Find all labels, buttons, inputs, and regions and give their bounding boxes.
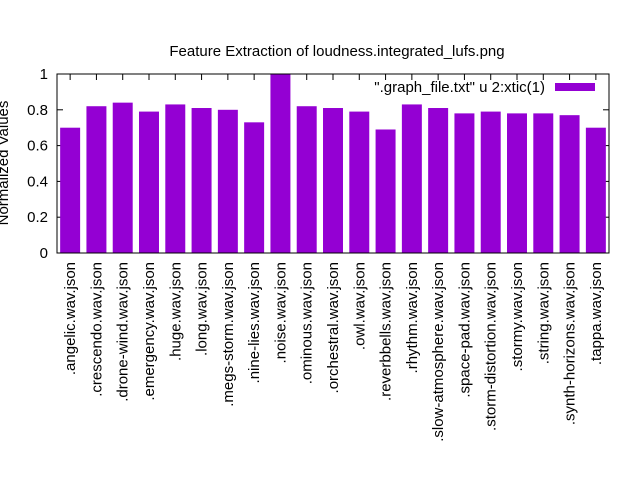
bar (480, 111, 501, 253)
x-tick-label: .megs-storm.wav.json (220, 262, 237, 407)
x-tick-label: .angelic.wav.json (62, 262, 79, 375)
y-tick-label: 0.4 (27, 173, 48, 190)
axis-ticks: 0 0.2 0.4 0.6 0.8 1 .angelic.wav.json .crescend… (27, 66, 609, 442)
x-tick-label: .long.wav.json (194, 262, 211, 356)
bar (428, 108, 449, 253)
x-tick-label: .emergency.wav.json (141, 262, 158, 401)
x-tick-label: .storm-distortion.wav.json (483, 262, 500, 431)
x-tick-label: .space-pad.wav.json (456, 262, 473, 398)
bar (323, 108, 343, 253)
chart-title: Feature Extraction of loudness.integrate… (169, 43, 504, 60)
bar (585, 127, 606, 253)
x-tick-label: .synth-horizons.wav.json (562, 262, 579, 425)
bar (375, 129, 396, 253)
legend-swatch (555, 83, 595, 91)
x-tick-label: .rhythm.wav.json (404, 262, 421, 373)
plot-frame (56, 73, 610, 254)
y-axis-label: Normalized Values (0, 101, 12, 226)
bars (60, 74, 606, 254)
legend: ".graph_file.txt" u 2:xtic(1) (374, 79, 595, 96)
bar (533, 113, 554, 253)
bar (507, 113, 527, 253)
bar (60, 127, 81, 253)
x-tick-label: .crescendo.wav.json (88, 262, 105, 397)
y-tick-label: 0.2 (27, 209, 48, 226)
bar (454, 113, 475, 253)
bar (559, 115, 580, 253)
legend-label: ".graph_file.txt" u 2:xtic(1) (374, 79, 545, 96)
x-tick-label: .noise.wav.json (272, 262, 289, 363)
x-tick-label: .owl.wav.json (351, 262, 368, 350)
x-tick-label: .stormy.wav.json (509, 262, 526, 371)
x-tick-label: .reverbbells.wav.json (378, 262, 395, 401)
y-tick-label: 0.8 (27, 102, 48, 119)
bar (244, 122, 265, 253)
bar (270, 74, 291, 253)
x-tick-label: .tappa.wav.json (588, 262, 605, 365)
bar (139, 111, 159, 253)
bar (349, 111, 370, 253)
bar (112, 102, 133, 253)
bar (86, 106, 107, 253)
x-tick-label: .huge.wav.json (167, 262, 184, 361)
bar (191, 108, 212, 253)
x-tick-label: .slow-atmosphere.wav.json (430, 262, 447, 442)
y-tick-label: 0.6 (27, 138, 48, 155)
x-tick-label: .string.wav.json (535, 262, 552, 364)
y-tick-label: 1 (40, 66, 48, 83)
x-tick-label: .orchestral.wav.json (325, 262, 342, 393)
bar (296, 106, 317, 253)
y-tick-label: 0 (40, 245, 48, 262)
x-tick-label: .nine-lies.wav.json (246, 262, 263, 383)
x-tick-label: .ominous.wav.json (299, 262, 316, 384)
x-tick-label: .drone-wind.wav.json (115, 262, 132, 402)
bar (217, 109, 238, 253)
bar (401, 104, 422, 254)
bar (165, 104, 186, 254)
